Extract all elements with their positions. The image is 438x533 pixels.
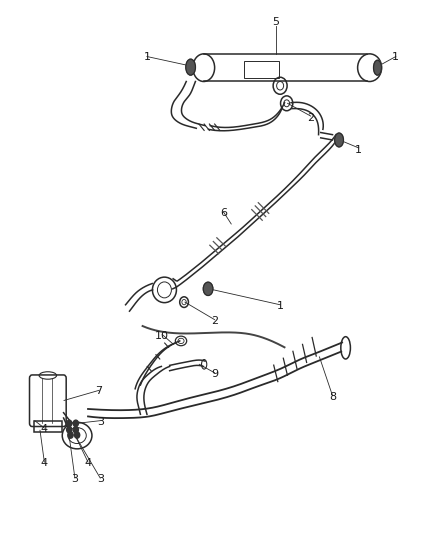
Text: 3: 3 — [97, 474, 104, 484]
Circle shape — [67, 420, 72, 426]
Circle shape — [67, 426, 72, 433]
Text: 5: 5 — [272, 17, 279, 27]
Text: 1: 1 — [277, 301, 284, 311]
Text: 2: 2 — [211, 316, 218, 326]
Circle shape — [73, 426, 78, 433]
Text: 10: 10 — [155, 330, 169, 341]
Text: 9: 9 — [211, 369, 218, 379]
Text: 4: 4 — [41, 458, 48, 468]
Text: 1: 1 — [355, 144, 362, 155]
Text: 3: 3 — [97, 417, 104, 427]
Text: 2: 2 — [307, 112, 314, 123]
Text: 4: 4 — [41, 424, 48, 434]
Circle shape — [68, 432, 73, 438]
Ellipse shape — [335, 133, 343, 147]
Text: 7: 7 — [95, 386, 102, 397]
Text: 1: 1 — [144, 52, 151, 61]
Circle shape — [73, 420, 78, 426]
Ellipse shape — [203, 282, 213, 295]
Text: 8: 8 — [329, 392, 336, 402]
Text: 3: 3 — [71, 474, 78, 484]
Text: 1: 1 — [392, 52, 399, 61]
Circle shape — [74, 432, 80, 438]
Text: 6: 6 — [220, 208, 227, 219]
Ellipse shape — [374, 60, 381, 75]
Text: 4: 4 — [85, 458, 92, 468]
Ellipse shape — [186, 59, 195, 75]
